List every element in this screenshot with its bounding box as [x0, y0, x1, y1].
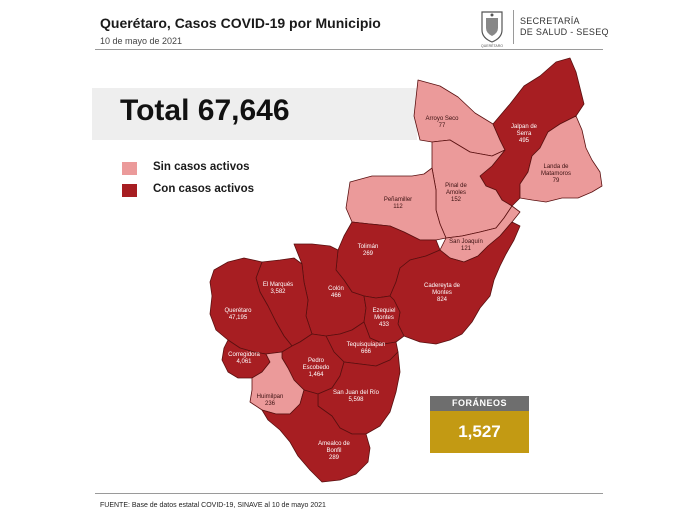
- map-label-ezequiel-cases: 433: [379, 322, 390, 328]
- map-label-arroyo-seco-cases: 77: [439, 123, 446, 129]
- region-san-juan: [317, 351, 401, 435]
- org-line-2: DE SALUD - SESEQ: [520, 27, 609, 37]
- map-label-jalpan-cases: 495: [519, 138, 530, 144]
- header-separator: [513, 10, 514, 44]
- state-seal-logo: QUERÉTARO: [481, 11, 503, 48]
- page-title: Querétaro, Casos COVID-19 por Municipio: [100, 15, 381, 31]
- map-label-landa-cases: 79: [553, 178, 560, 184]
- map-label-pedro-escobedo-cases: 1,464: [308, 372, 324, 378]
- map-label-pedro-escobedo-name2: Escobedo: [303, 365, 330, 371]
- map-label-penamiller-cases: 112: [393, 204, 403, 210]
- map-label-jalpan-name1: Jalpan de: [511, 124, 538, 130]
- map-label-tequisquiapan-cases: 666: [361, 349, 372, 355]
- map-label-queretaro-name: Querétaro: [224, 308, 252, 314]
- map-label-corregidora-cases: 4,061: [236, 359, 252, 365]
- map-label-pinal-name2: Amoles: [446, 190, 466, 196]
- map-label-penamiller-name: Peñamiller: [384, 197, 412, 203]
- foraneos-value: 1,527: [430, 411, 529, 453]
- map-label-cadereyta-name2: Montes: [432, 290, 452, 296]
- map-label-amealco-name1: Amealco de: [318, 441, 350, 447]
- map-label-el-marques-cases: 3,582: [270, 289, 286, 295]
- legend-swatch-inactive: [122, 162, 137, 175]
- map-label-cadereyta-name1: Cadereyta de: [424, 283, 461, 289]
- map-label-amealco-name2: Bonfil: [326, 448, 341, 454]
- map-label-landa-name2: Matamoros: [541, 171, 571, 177]
- logo-text: QUERÉTARO: [481, 43, 503, 48]
- map-label-san-joaquin-name: San Joaquín: [449, 239, 483, 245]
- map-label-queretaro-cases: 47,195: [229, 315, 248, 321]
- source-note: FUENTE: Base de datos estatal COVID-19, …: [100, 502, 326, 509]
- map-label-corregidora-name: Corregidora: [228, 352, 260, 358]
- map-label-colon-cases: 466: [331, 293, 342, 299]
- report-date: 10 de mayo de 2021: [100, 36, 183, 46]
- total-banner: [92, 88, 417, 140]
- map-label-tequisquiapan-name: Tequisquiapan: [347, 342, 386, 348]
- map-label-san-juan-cases: 5,598: [348, 397, 364, 403]
- map-label-ezequiel-name1: Ezequiel: [372, 308, 395, 314]
- map-label-cadereyta-cases: 824: [437, 297, 448, 303]
- map-label-toliman-name: Tolimán: [358, 244, 379, 250]
- map-label-san-joaquin-cases: 121: [461, 246, 472, 252]
- map-label-pedro-escobedo-name1: Pedro: [308, 358, 325, 364]
- total-cases: Total 67,646: [120, 94, 290, 127]
- legend-label-inactive: Sin casos activos: [153, 161, 250, 173]
- map-label-arroyo-seco-name: Arroyo Seco: [425, 116, 459, 122]
- map-label-huimilpan-cases: 236: [265, 401, 276, 407]
- map-label-huimilpan-name: Huimilpan: [257, 394, 284, 400]
- map-label-pinal-name1: Pinal de: [445, 183, 467, 189]
- map-label-jalpan-name2: Serra: [517, 131, 532, 137]
- org-line-1: SECRETARÍA: [520, 16, 580, 26]
- footer-divider: [95, 493, 603, 494]
- map-label-amealco-cases: 289: [329, 455, 340, 461]
- map-label-colon-name: Colón: [328, 286, 344, 292]
- map-label-landa-name1: Landa de: [543, 164, 569, 170]
- region-amealco: [261, 389, 371, 483]
- map-label-pinal-cases: 152: [451, 197, 462, 203]
- region-landa: [519, 115, 603, 203]
- header-divider: [95, 49, 603, 50]
- legend-swatch-active: [122, 184, 137, 197]
- map-label-toliman-cases: 269: [363, 251, 374, 257]
- legend-label-active: Con casos activos: [153, 183, 254, 195]
- foraneos-label: FORÁNEOS: [430, 396, 529, 411]
- region-cadereyta: [389, 221, 521, 345]
- map-label-san-juan-name: San Juan del Río: [333, 390, 380, 396]
- map-label-ezequiel-name2: Montes: [374, 315, 394, 321]
- organization-name: SECRETARÍA DE SALUD - SESEQ: [520, 16, 609, 38]
- map-label-el-marques-name: El Marqués: [263, 282, 293, 288]
